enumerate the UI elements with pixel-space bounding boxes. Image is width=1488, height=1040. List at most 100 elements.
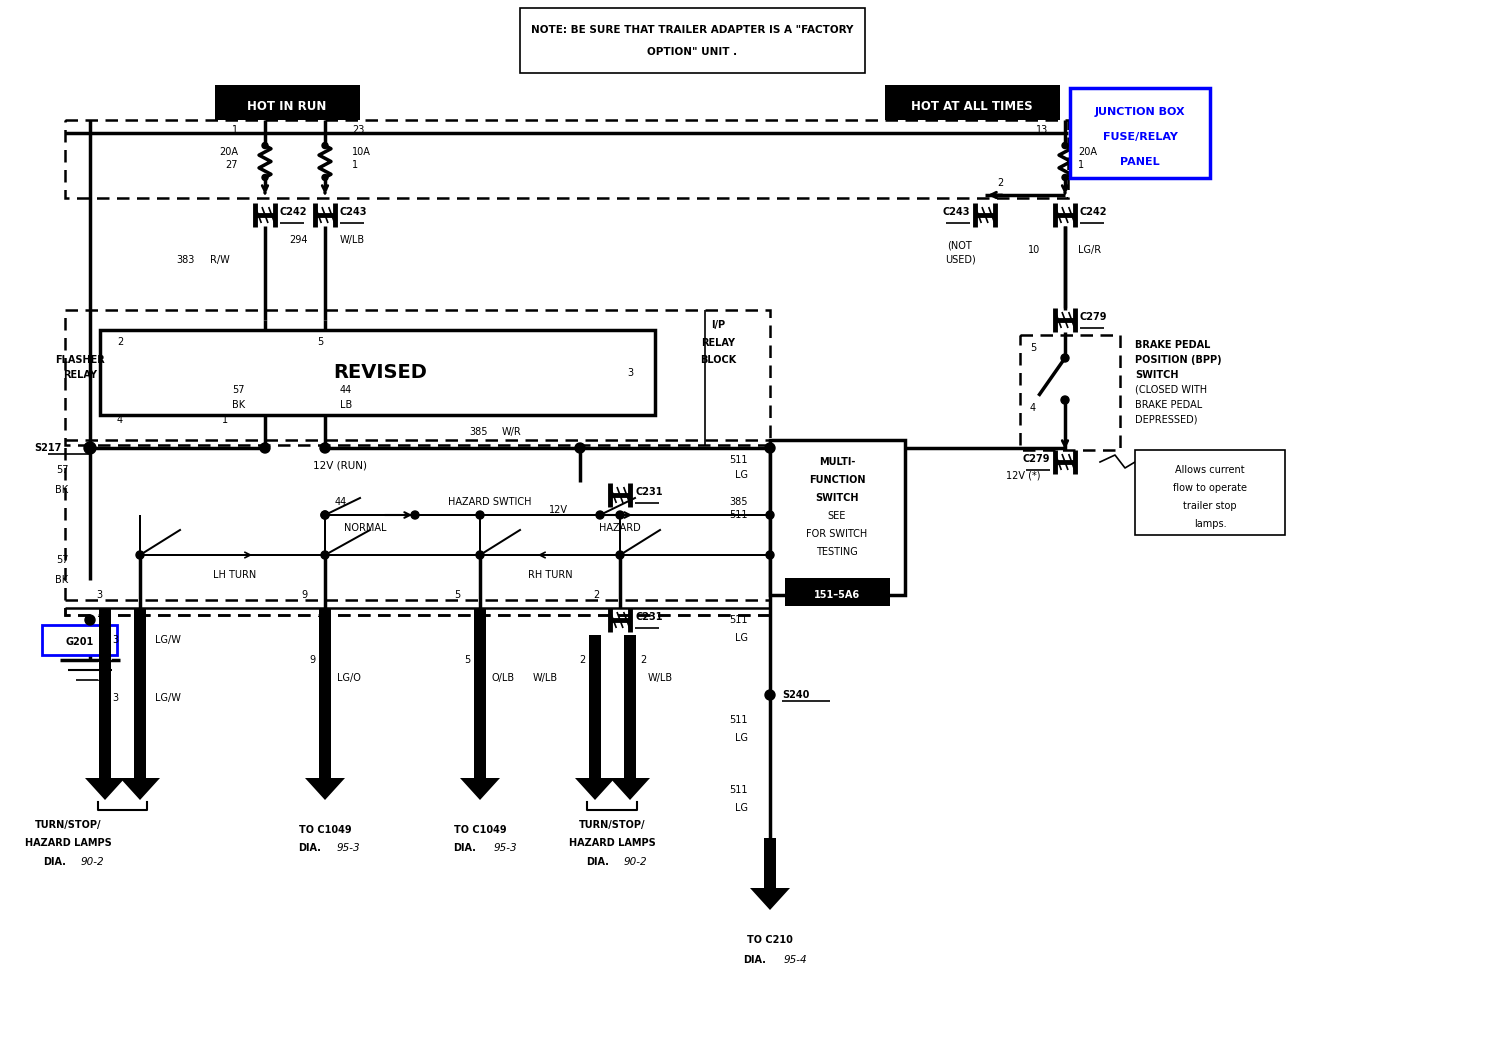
Polygon shape [121,778,161,800]
Text: DIA.: DIA. [43,857,67,867]
Polygon shape [610,778,650,800]
Bar [100,330,655,415]
Text: FUNCTION: FUNCTION [809,475,865,485]
Circle shape [574,443,585,453]
Text: HAZARD LAMPS: HAZARD LAMPS [568,838,655,848]
Text: DIA.: DIA. [454,843,476,853]
Text: DIA.: DIA. [299,843,321,853]
Text: SWITCH: SWITCH [1135,370,1178,380]
Text: BK: BK [55,575,68,584]
Circle shape [476,551,484,560]
Text: 95-4: 95-4 [783,955,806,965]
Text: 9: 9 [301,590,307,600]
Text: HAZARD: HAZARD [600,523,641,532]
Text: 5: 5 [464,655,470,665]
Text: REVISED: REVISED [333,364,427,383]
Text: SEE: SEE [827,511,847,521]
Circle shape [260,443,269,453]
Text: RELAY: RELAY [62,370,97,380]
Text: 13: 13 [1036,125,1048,135]
Circle shape [765,690,775,700]
Text: 5: 5 [1030,343,1036,353]
Circle shape [83,442,97,454]
Text: DIA.: DIA. [744,955,766,965]
Polygon shape [460,778,500,800]
Text: TO C210: TO C210 [747,935,793,945]
Bar [1070,88,1210,178]
Text: 90-2: 90-2 [80,857,104,867]
Text: HAZARD SWTICH: HAZARD SWTICH [448,497,531,506]
Text: 2: 2 [640,655,646,665]
Text: 10: 10 [1028,245,1040,255]
Text: RELAY: RELAY [701,338,735,348]
Text: LH TURN: LH TURN [213,570,256,580]
Text: 511: 511 [729,716,748,725]
Circle shape [1062,142,1068,149]
Text: DEPRESSED): DEPRESSED) [1135,415,1198,425]
Text: 4: 4 [118,415,124,425]
Bar [786,578,890,606]
Text: (CLOSED WITH: (CLOSED WITH [1135,385,1207,395]
Circle shape [262,142,268,149]
Circle shape [1061,354,1068,362]
Circle shape [476,511,484,519]
Text: FOR SWITCH: FOR SWITCH [806,529,868,539]
Text: R/W: R/W [210,255,229,265]
Bar [885,85,1059,120]
Text: 5: 5 [317,337,323,347]
Bar [623,635,635,740]
Text: MULTI-: MULTI- [818,457,856,467]
Text: TURN/STOP/: TURN/STOP/ [34,820,101,830]
Bar [475,738,487,778]
Text: 44: 44 [335,497,347,506]
Text: BK: BK [55,485,68,495]
Text: A: A [320,780,330,794]
Circle shape [1061,396,1068,404]
Text: LG: LG [735,803,748,813]
Text: C231: C231 [635,487,662,497]
Text: Allows current: Allows current [1176,465,1245,475]
Text: 23: 23 [353,125,365,135]
Text: NOTE: BE SURE THAT TRAILER ADAPTER IS A "FACTORY: NOTE: BE SURE THAT TRAILER ADAPTER IS A … [531,25,853,35]
Text: 12V (RUN): 12V (RUN) [312,460,368,470]
Text: OPTION" UNIT .: OPTION" UNIT . [647,47,737,57]
Text: 3: 3 [112,635,118,645]
Circle shape [597,511,604,519]
Text: LB: LB [339,400,353,410]
Bar [589,635,601,740]
Circle shape [765,443,775,453]
Text: 3: 3 [112,693,118,703]
Polygon shape [750,888,790,910]
Text: 1: 1 [232,125,238,135]
Text: C243: C243 [942,207,970,217]
Text: 20A: 20A [1077,147,1097,157]
Text: 511: 511 [729,785,748,795]
Text: C242: C242 [280,207,308,217]
Text: W/R: W/R [501,427,522,437]
Bar [65,120,1068,198]
Text: O/LB: O/LB [493,673,515,683]
Circle shape [321,511,329,519]
Text: USED): USED) [945,255,975,265]
Circle shape [616,551,623,560]
Polygon shape [305,778,345,800]
Text: 57: 57 [55,555,68,565]
Text: DIA.: DIA. [586,857,610,867]
Text: flow to operate: flow to operate [1173,483,1247,493]
Bar [763,838,777,888]
Text: 9: 9 [310,655,315,665]
Text: 57: 57 [232,385,246,395]
Text: 383: 383 [177,255,195,265]
Circle shape [262,175,268,181]
Text: 3: 3 [95,590,103,600]
Text: TESTING: TESTING [815,547,859,557]
Text: W/LB: W/LB [339,235,365,245]
Text: 1: 1 [222,415,228,425]
Circle shape [766,511,774,519]
Text: LG: LG [735,470,748,480]
Text: C279: C279 [1022,454,1051,464]
Polygon shape [574,778,615,800]
Circle shape [321,142,327,149]
Text: 2: 2 [579,655,585,665]
Bar [214,85,360,120]
